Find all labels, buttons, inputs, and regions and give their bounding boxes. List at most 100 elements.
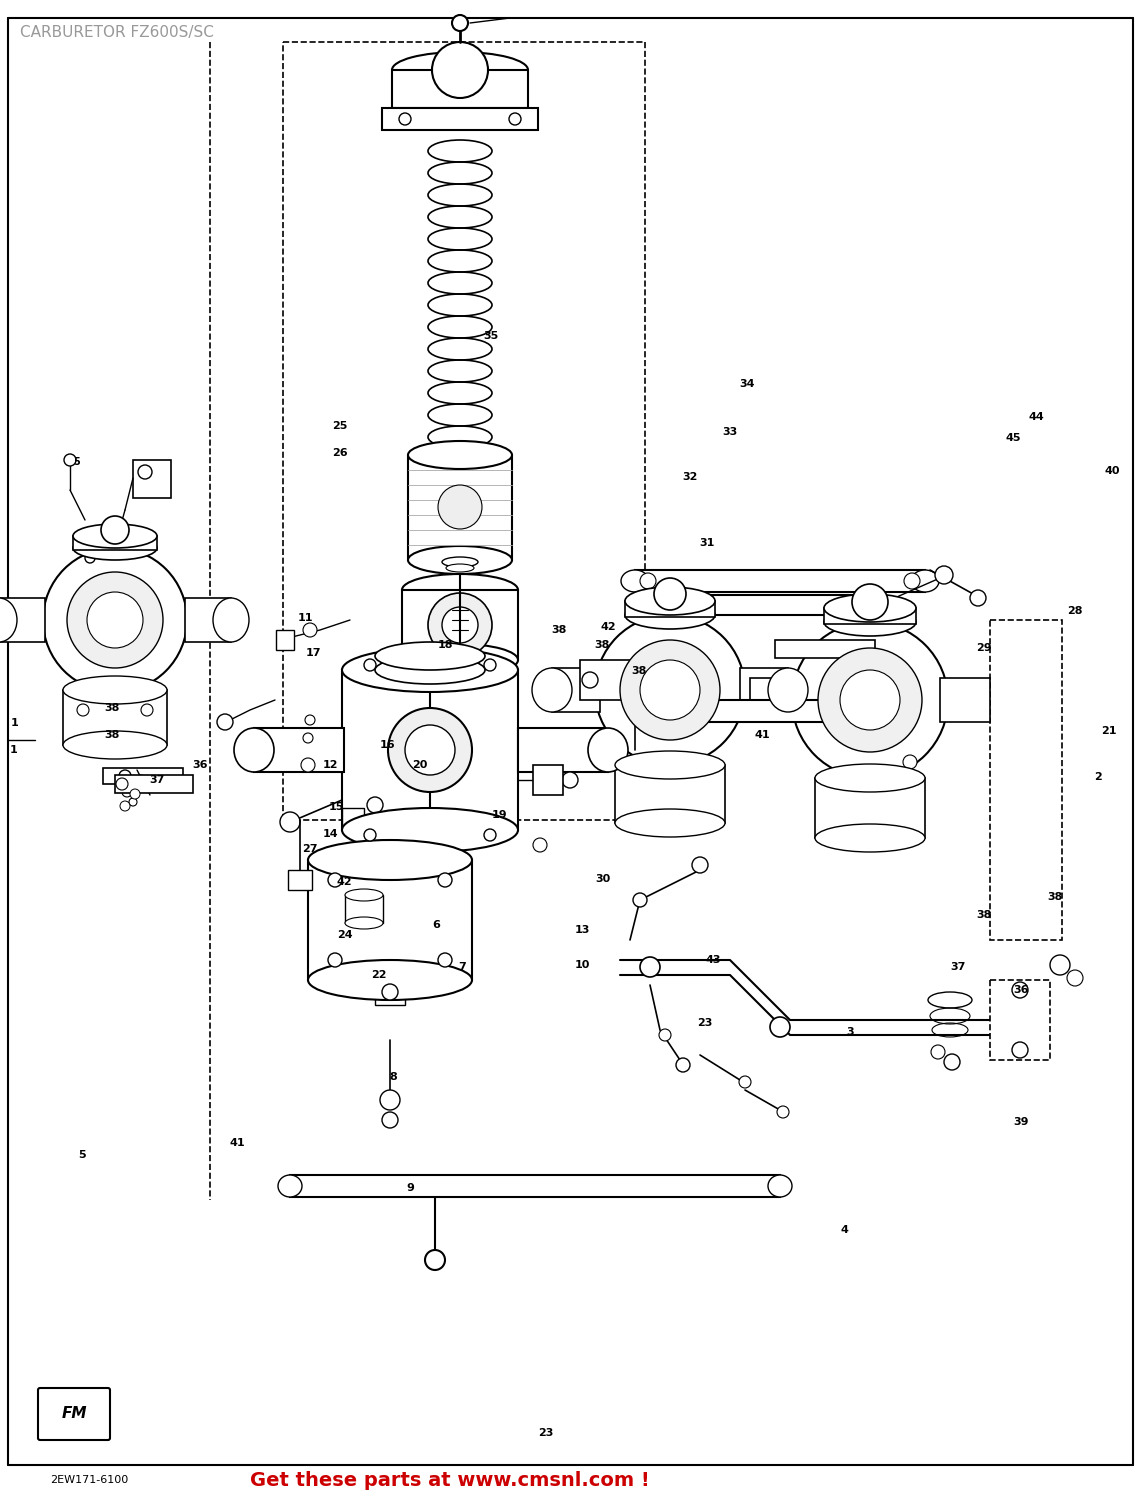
Text: 15: 15 [329, 802, 345, 812]
Bar [254, 728, 343, 772]
Circle shape [116, 778, 128, 790]
Bar [345, 896, 383, 922]
Bar [552, 668, 600, 712]
Bar [133, 460, 171, 498]
Circle shape [691, 856, 709, 873]
Text: 22: 22 [371, 970, 387, 980]
Circle shape [130, 789, 140, 800]
Circle shape [364, 830, 377, 842]
Text: 38: 38 [976, 910, 992, 920]
Text: CARBURETOR FZ600S/SC: CARBURETOR FZ600S/SC [21, 24, 213, 39]
Text: 23: 23 [697, 1019, 713, 1028]
Ellipse shape [375, 656, 485, 684]
Circle shape [1000, 1017, 1020, 1036]
Bar [342, 670, 518, 830]
Circle shape [43, 548, 187, 692]
Circle shape [438, 952, 452, 968]
Circle shape [442, 608, 478, 644]
Circle shape [432, 42, 488, 98]
Ellipse shape [768, 668, 808, 712]
Text: 10: 10 [574, 960, 590, 969]
Ellipse shape [768, 1174, 792, 1197]
Ellipse shape [73, 536, 157, 560]
Circle shape [594, 615, 745, 765]
Ellipse shape [234, 728, 274, 772]
Text: 18: 18 [437, 640, 453, 650]
Ellipse shape [824, 608, 916, 636]
Text: 9: 9 [407, 1184, 414, 1192]
Ellipse shape [342, 808, 518, 852]
Text: 42: 42 [600, 622, 616, 632]
Circle shape [67, 572, 163, 668]
Text: 6: 6 [432, 921, 439, 930]
Text: 13: 13 [574, 926, 590, 934]
Circle shape [438, 484, 482, 530]
Text: 43: 43 [705, 956, 721, 964]
Bar [533, 765, 563, 795]
Text: 38: 38 [551, 626, 567, 634]
Circle shape [280, 812, 300, 832]
Circle shape [119, 770, 131, 782]
Ellipse shape [345, 890, 383, 902]
Circle shape [852, 584, 888, 620]
Ellipse shape [648, 596, 672, 615]
Circle shape [424, 1250, 445, 1270]
Ellipse shape [588, 728, 628, 772]
Circle shape [380, 1090, 400, 1110]
Text: 7: 7 [459, 963, 466, 972]
Ellipse shape [863, 596, 887, 615]
Circle shape [382, 1112, 398, 1128]
Ellipse shape [824, 594, 916, 622]
Circle shape [1050, 956, 1070, 975]
Ellipse shape [408, 441, 512, 470]
Ellipse shape [402, 574, 518, 606]
Circle shape [792, 622, 948, 778]
Circle shape [970, 590, 986, 606]
Bar [636, 570, 925, 592]
Circle shape [141, 704, 153, 716]
Ellipse shape [532, 668, 572, 712]
Ellipse shape [73, 524, 157, 548]
Ellipse shape [428, 446, 492, 460]
Circle shape [770, 1017, 790, 1036]
Text: 30: 30 [594, 874, 610, 884]
Circle shape [640, 573, 656, 590]
Text: 42: 42 [337, 878, 353, 886]
Bar [290, 1174, 780, 1197]
Ellipse shape [63, 730, 167, 759]
Circle shape [136, 776, 146, 784]
Text: 34: 34 [739, 380, 755, 388]
Ellipse shape [405, 724, 455, 776]
Text: www.cmsnl.com: www.cmsnl.com [480, 740, 659, 760]
Text: 28: 28 [1067, 606, 1083, 615]
Text: 35: 35 [483, 332, 499, 340]
Circle shape [633, 892, 647, 908]
Bar [342, 808, 364, 826]
Ellipse shape [615, 752, 725, 778]
Ellipse shape [388, 708, 472, 792]
Ellipse shape [0, 598, 17, 642]
Text: 14: 14 [323, 830, 339, 839]
Circle shape [739, 1076, 751, 1088]
Circle shape [382, 984, 398, 1000]
Ellipse shape [621, 570, 649, 592]
Text: 29: 29 [976, 644, 992, 652]
Text: FM: FM [62, 1407, 87, 1422]
Circle shape [84, 554, 95, 562]
Circle shape [64, 454, 76, 466]
Circle shape [327, 952, 342, 968]
Text: 38: 38 [594, 640, 610, 650]
Circle shape [659, 1029, 671, 1041]
Text: 11: 11 [298, 614, 314, 622]
Bar [741, 668, 788, 712]
Circle shape [364, 658, 377, 670]
Circle shape [620, 640, 720, 740]
Text: 19: 19 [492, 810, 508, 819]
Bar [308, 859, 472, 980]
Circle shape [375, 813, 389, 826]
Text: 4: 4 [841, 1226, 848, 1234]
Text: 27: 27 [302, 844, 318, 853]
Ellipse shape [213, 598, 249, 642]
Circle shape [102, 516, 129, 544]
Circle shape [1067, 970, 1083, 986]
